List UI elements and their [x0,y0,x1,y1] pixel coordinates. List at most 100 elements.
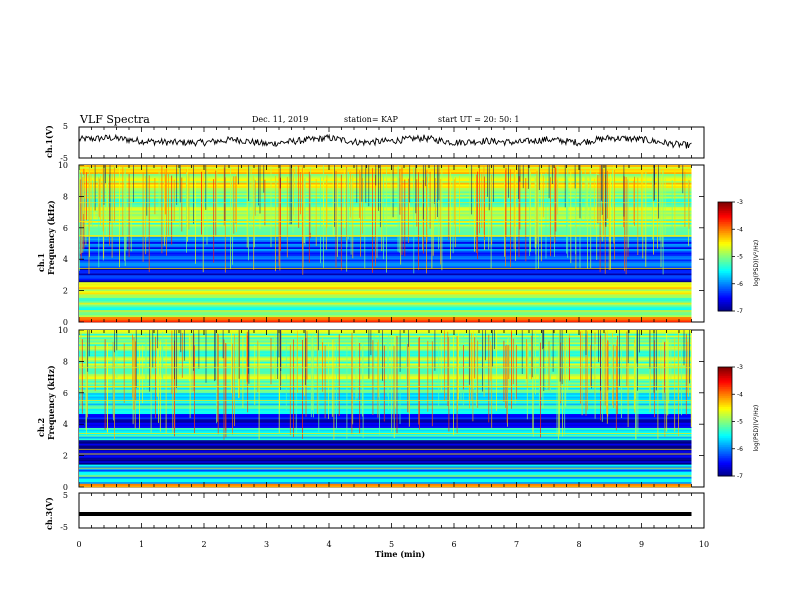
ch1-spec-freq-row [79,302,692,305]
ch2-colorbar-step [718,388,732,392]
ch2-spec-freq-row [79,345,692,348]
ch2-colorbar-step [718,463,732,466]
ch1-spec-freq-row [79,187,692,190]
ch2-colorbar-step [718,368,732,372]
ch1-spec-freq-row [79,255,692,258]
ch2-spec-freq-row [79,401,692,404]
ch2-spec-freq-row [79,363,692,366]
ch1-spec-ytick-label: 10 [58,161,68,170]
ch2-spec-freq-row [79,425,692,428]
ch1-colorbar-step [718,278,732,281]
ch2-spec-ytick-label: 0 [63,483,68,492]
ch2-spec-freq-row [79,460,692,463]
ch2-spec-ylabel-channel: ch.2 [36,418,46,437]
ch2-colorbar-step [718,450,732,453]
ch2-spec-freq-row [79,424,692,427]
ch2-colorbar-step [718,370,732,373]
ch1-spec-freq-row [79,273,692,276]
ch2-spec-freq-row [79,427,692,430]
ch1-spec-freq-row [79,311,692,314]
ch2-spec-freq-row [79,467,692,470]
ch3-ylabel: ch.3(V) [44,497,54,530]
ch2-spec-freq-row [79,382,692,385]
ch1-spec-freq-row [79,178,692,181]
ch1-colorbar-step [718,276,732,279]
ch2-spec-freq-row [79,340,692,343]
ch1-colorbar-step [718,271,732,274]
ch2-colorbar-step [718,390,732,393]
ch2-spec-freq-row [79,396,692,399]
ch1-spec-freq-row [79,245,692,248]
ch2-colorbar-step [718,428,732,432]
ch2-spec-freq-row [79,462,692,465]
ch1-colorbar: -3 -4 -5 -6 -7 log(PSD)(V²/Hz) [717,199,760,315]
ch2-spectrogram-panel: 0 2 4 6 8 10 ch.2 Frequency (kHz) [36,326,705,492]
ch2-colorbar-step [718,412,732,415]
ch2-spec-freq-row [79,354,692,357]
ch2-colorbar-step [718,405,732,408]
ch1-spec-freq-row [79,203,692,206]
ch1-colorbar-step [718,260,732,263]
ch1-spectrogram-panel: 0 2 4 6 8 10 ch.1 Frequency (kHz) [36,161,705,327]
ch2-colorbar-tick-label: -6 [737,446,743,453]
ch1-colorbar-step [718,300,732,303]
ch2-colorbar-step [718,430,732,433]
ch1-spec-freq-row [79,280,692,283]
ch3-ytick-bottom: -5 [60,523,68,532]
ch1-spec-freq-row [79,199,692,202]
ch2-colorbar-step [718,396,732,399]
ch2-spec-freq-row [79,466,692,469]
ch2-spec-freq-row [79,450,692,453]
ch2-spec-freq-row [79,438,692,441]
ch1-colorbar-step [718,258,732,261]
ch1-spec-freq-row [79,192,692,195]
ch2-spec-freq-row [79,391,692,394]
ch2-colorbar-step [718,408,732,412]
ch1-colorbar-step [718,216,732,219]
ch1-spec-ytick-label: 6 [63,224,68,233]
ch1-colorbar-step [718,261,732,265]
ch1-spec-freq-row [79,208,692,211]
ch1-colorbar-step [718,202,732,205]
ch2-spec-freq-row [79,403,692,406]
ch2-spec-freq-row [79,359,692,362]
ch1-colorbar-tick-label: -3 [737,199,743,206]
ch2-colorbar-step [718,446,732,450]
ch2-spec-freq-row [79,457,692,460]
ch2-colorbar-step [718,372,732,375]
date-label: Dec. 11, 2019 [252,115,308,124]
ch1-colorbar-step [718,292,732,296]
ch1-spec-freq-row [79,252,692,255]
ch2-colorbar-step [718,445,732,448]
ch2-colorbar-step [718,406,732,410]
ch2-spec-freq-row [79,459,692,462]
ch2-colorbar-tick-label: -7 [737,473,743,480]
ch2-colorbar-step [718,416,732,419]
ch2-spec-freq-row [79,342,692,345]
ch2-spec-freq-row [79,483,692,486]
ch1-ylabel: ch.1(V) [44,125,54,158]
ch2-spec-freq-row [79,471,692,474]
ch2-colorbar-step [718,394,732,397]
ch2-colorbar: -3 -4 -5 -6 -7 log(PSD)(V²/Hz) [717,364,760,480]
ch2-spec-freq-row [79,410,692,413]
ch1-colorbar-step [718,301,732,305]
ch1-colorbar-step [718,220,732,223]
ch2-colorbar-step [718,426,732,430]
ch2-spec-ytick-label: 2 [63,452,68,461]
ch2-spec-freq-row [79,364,692,367]
ch1-spec-freq-row [79,262,692,265]
ch2-spec-freq-row [79,420,692,423]
ch1-colorbar-step [718,298,732,301]
ch2-spec-freq-row [79,347,692,350]
ch1-colorbar-step [718,212,732,216]
ch2-spec-freq-row [79,478,692,481]
ch2-spec-freq-row [79,485,692,488]
start-time-label: start UT = 20: 50: 1 [438,115,519,124]
ch2-spec-freq-row [79,368,692,371]
ch1-colorbar-step [718,256,732,259]
ch1-spec-freq-row [79,198,692,201]
ch1-spec-freq-row [79,226,692,229]
ch2-colorbar-label: log(PSD)(V²/Hz) [753,405,760,452]
ch2-spec-freq-row [79,377,692,380]
